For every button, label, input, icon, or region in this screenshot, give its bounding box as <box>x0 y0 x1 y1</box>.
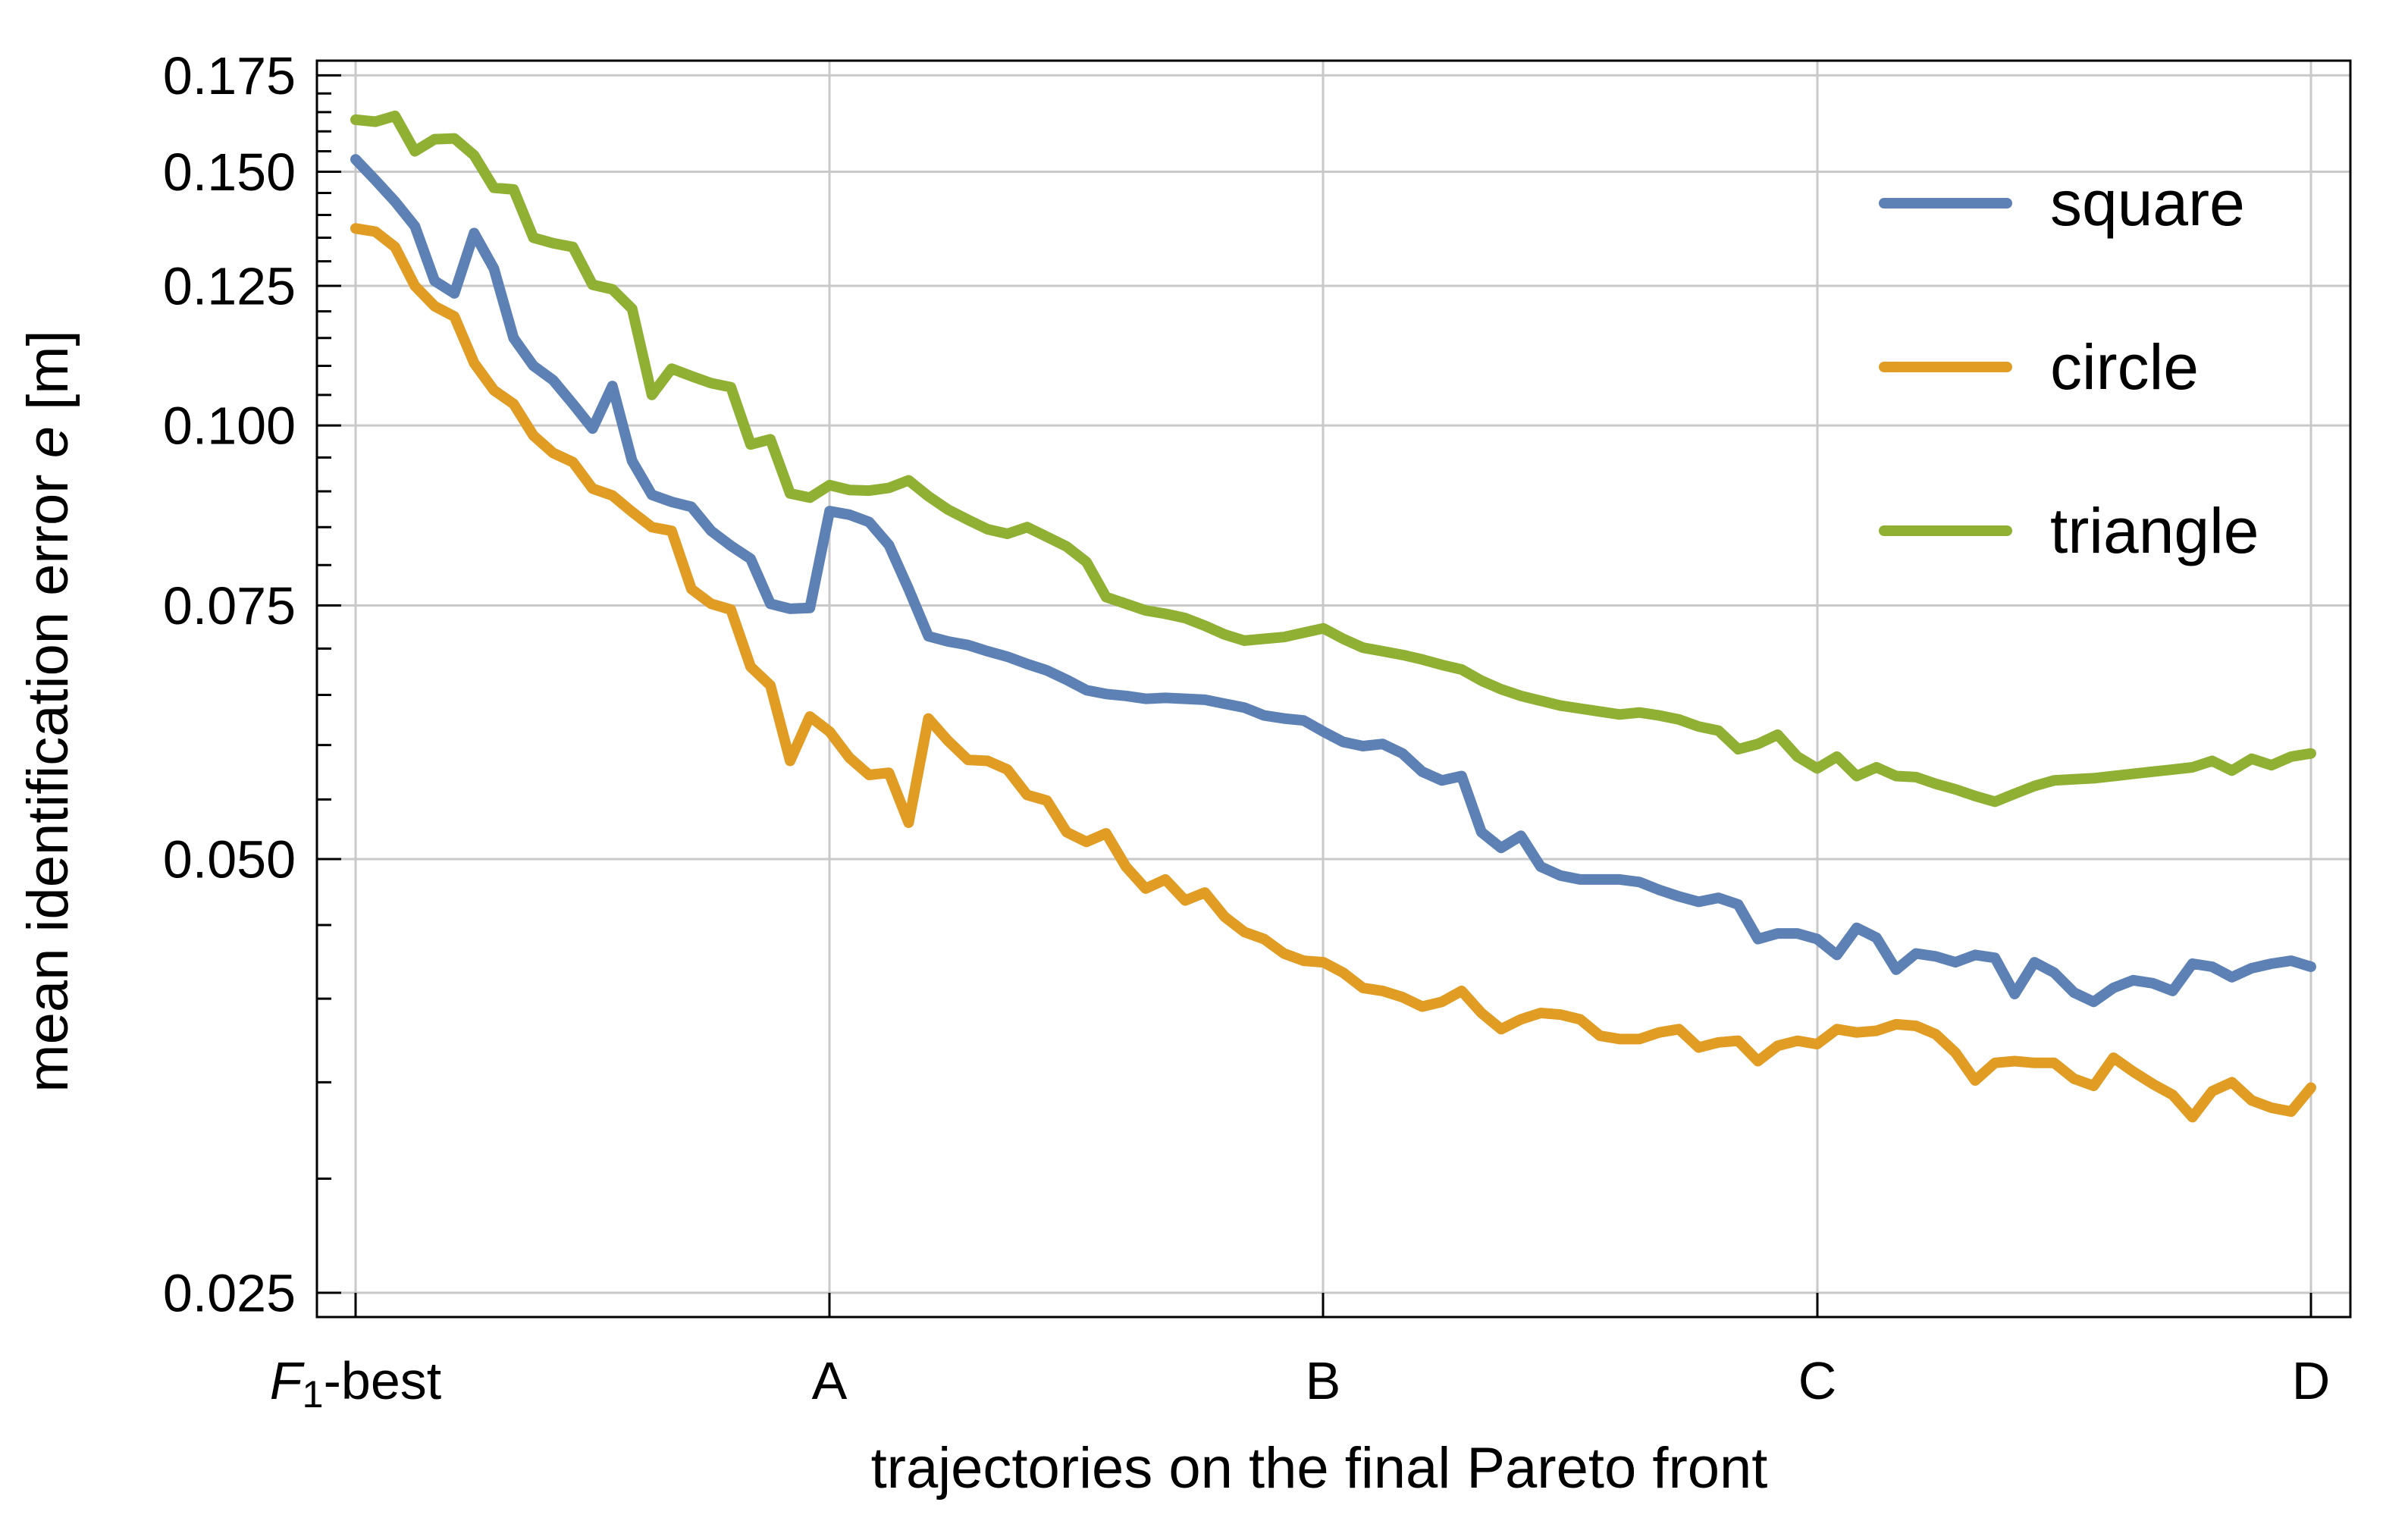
series-line-triangle <box>350 110 2316 808</box>
series-line-circle <box>350 223 2316 1123</box>
x-tick-label-C: C <box>1798 1351 1837 1410</box>
x-tick-label-F1-best: F1-best <box>270 1351 441 1416</box>
y-axis-label: mean identification error e [m] <box>15 237 83 1185</box>
legend-label-square: square <box>2050 168 2245 239</box>
legend-item-circle: circle <box>1879 285 2259 449</box>
y-axis-label-suffix: [m] <box>16 330 80 426</box>
y-tick-label-0.075: 0.075 <box>163 576 296 635</box>
legend-swatch-circle <box>1879 362 2012 372</box>
plot-frame <box>315 59 2352 1319</box>
legend-item-square: square <box>1879 121 2259 285</box>
y-tick-label-0.150: 0.150 <box>163 143 296 202</box>
series-line-square <box>350 154 2316 1008</box>
legend-label-circle: circle <box>2050 331 2199 403</box>
legend: square circle triangle <box>1879 121 2259 613</box>
y-tick-label-0.100: 0.100 <box>163 397 296 456</box>
x-axis-label: trajectories on the final Pareto front <box>870 1436 1768 1501</box>
y-tick-label-0.125: 0.125 <box>163 256 296 315</box>
y-axis-label-prefix: mean identification error <box>16 458 80 1093</box>
y-tick-label-0.050: 0.050 <box>163 830 296 889</box>
x-tick-label-A: A <box>812 1351 848 1410</box>
legend-label-triangle: triangle <box>2050 495 2259 566</box>
y-tick-label-0.025: 0.025 <box>163 1264 296 1323</box>
legend-item-triangle: triangle <box>1879 449 2259 613</box>
y-tick-label-0.175: 0.175 <box>163 46 296 105</box>
x-tick-label-D: D <box>2292 1351 2331 1410</box>
legend-swatch-triangle <box>1879 525 2012 536</box>
legend-swatch-square <box>1879 198 2012 209</box>
x-tick-label-B: B <box>1306 1351 1341 1410</box>
y-axis-label-symbol: e <box>16 425 80 459</box>
